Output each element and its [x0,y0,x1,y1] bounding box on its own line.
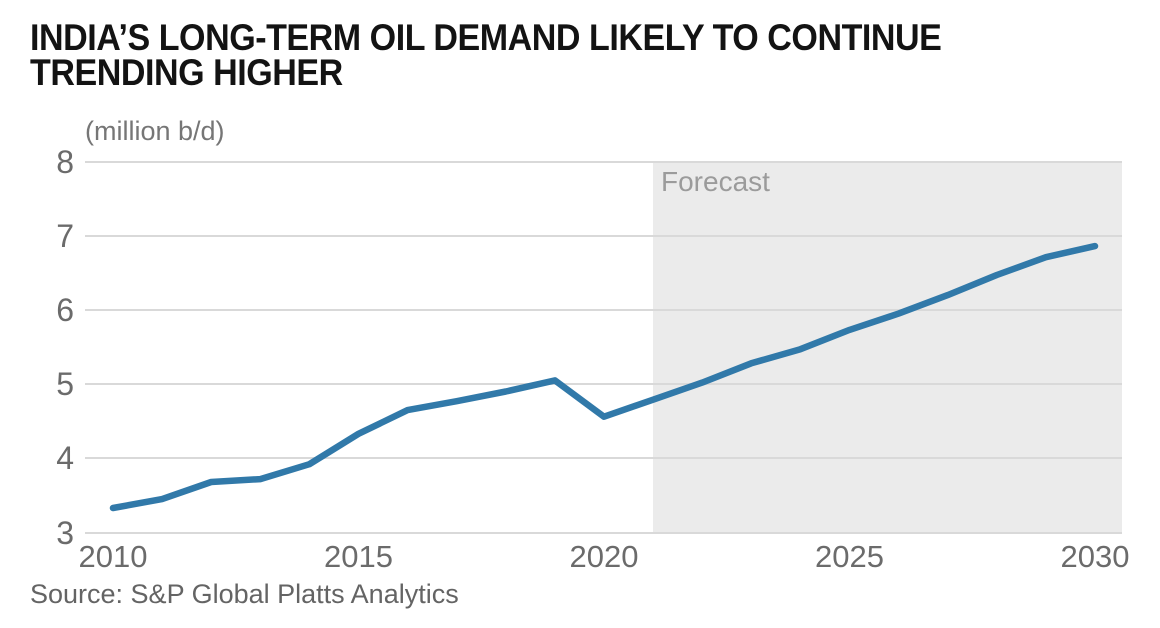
chart-title-line1: INDIA’S LONG-TERM OIL DEMAND LIKELY TO C… [30,17,942,58]
x-tick-label: 2025 [815,539,884,574]
forecast-band [653,161,1122,533]
gridline [85,531,1122,534]
x-tick-label: 2010 [78,539,148,574]
chart-title: INDIA’S LONG-TERM OIL DEMAND LIKELY TO C… [30,17,942,93]
demand-line [109,242,1099,512]
y-tick-label: 7 [56,217,74,254]
chart-title-line2: TRENDING HIGHER [30,52,343,93]
x-tick-label: 2030 [1060,539,1130,574]
y-tick-label: 8 [56,143,74,180]
y-tick-label: 4 [56,440,74,477]
y-tick-label: 3 [56,514,74,551]
x-tick-label: 2020 [569,539,639,574]
y-tick-label: 5 [56,366,74,403]
gridline [85,234,1122,237]
gridline [85,308,1122,311]
y-tick-label: 6 [56,291,74,328]
x-tick-label: 2015 [324,539,393,574]
gridline [85,457,1122,460]
gridline [85,160,1122,163]
source-caption: Source: S&P Global Platts Analytics [30,579,459,609]
gridline [85,383,1122,386]
forecast-label: Forecast [661,166,770,197]
y-axis-unit-label: (million b/d) [85,116,225,146]
